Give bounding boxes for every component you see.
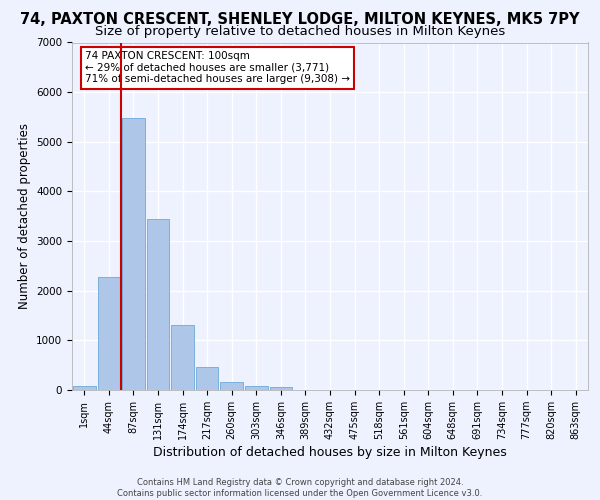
Bar — [245, 386, 268, 390]
Bar — [196, 367, 218, 390]
Y-axis label: Number of detached properties: Number of detached properties — [17, 123, 31, 309]
Bar — [73, 386, 95, 390]
Bar — [171, 326, 194, 390]
Bar — [98, 277, 120, 390]
Text: 74 PAXTON CRESCENT: 100sqm
← 29% of detached houses are smaller (3,771)
71% of s: 74 PAXTON CRESCENT: 100sqm ← 29% of deta… — [85, 51, 350, 84]
Bar — [269, 388, 292, 390]
Text: 74, PAXTON CRESCENT, SHENLEY LODGE, MILTON KEYNES, MK5 7PY: 74, PAXTON CRESCENT, SHENLEY LODGE, MILT… — [20, 12, 580, 28]
Text: Contains HM Land Registry data © Crown copyright and database right 2024.
Contai: Contains HM Land Registry data © Crown c… — [118, 478, 482, 498]
Bar — [146, 219, 169, 390]
X-axis label: Distribution of detached houses by size in Milton Keynes: Distribution of detached houses by size … — [153, 446, 507, 459]
Text: Size of property relative to detached houses in Milton Keynes: Size of property relative to detached ho… — [95, 25, 505, 38]
Bar — [220, 382, 243, 390]
Bar — [122, 118, 145, 390]
